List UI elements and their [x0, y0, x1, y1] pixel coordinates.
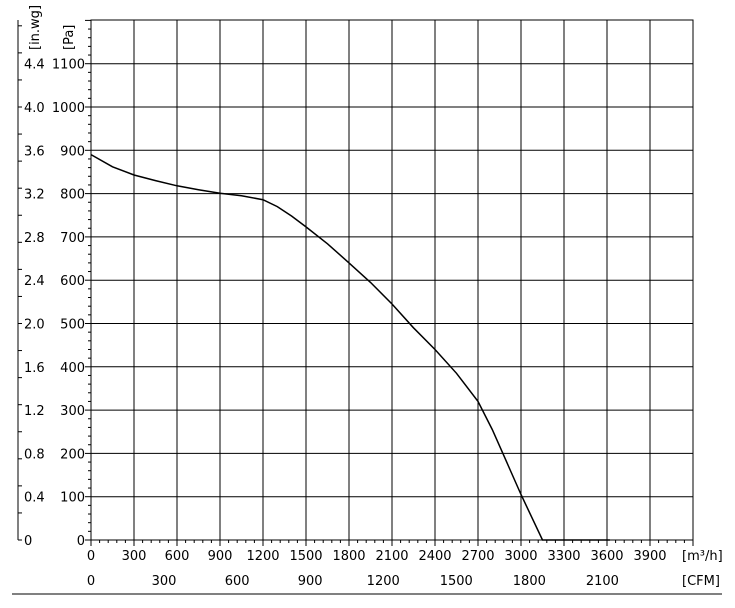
xtick-label-cfm: 1500	[440, 574, 473, 589]
ytick-label-pa: 200	[60, 447, 85, 462]
y-axis-label-inwg: [in.wg]	[28, 5, 43, 50]
ytick-label-inwg: 0.8	[24, 447, 45, 462]
axis-minor-ticks	[17, 19, 694, 546]
ytick-label-pa: 500	[60, 318, 85, 333]
ytick-label-pa: 600	[60, 274, 85, 289]
xtick-label-m3h: 3600	[590, 549, 623, 564]
ytick-label-inwg: 2.8	[24, 231, 45, 246]
xtick-label-cfm: 2100	[586, 574, 619, 589]
xtick-label-m3h: 600	[165, 549, 190, 564]
ytick-label-inwg: 3.2	[24, 188, 45, 203]
xtick-label-m3h: 1500	[289, 549, 322, 564]
ytick-label-inwg: 3.6	[24, 144, 45, 159]
ytick-label-pa: 0	[77, 534, 85, 549]
ytick-label-pa: 800	[60, 188, 85, 203]
ytick-label-inwg: 0.4	[24, 491, 45, 506]
xtick-label-cfm: 900	[298, 574, 323, 589]
xtick-label-cfm: 600	[225, 574, 250, 589]
ytick-label-inwg: 1.6	[24, 361, 45, 376]
ytick-label-pa: 300	[60, 404, 85, 419]
xtick-label-cfm: 0	[87, 574, 95, 589]
ytick-label-pa: 1100	[52, 58, 85, 73]
xtick-label-m3h: 1200	[246, 549, 279, 564]
xtick-label-m3h: 0	[87, 549, 95, 564]
x-tick-labels: 0 300 600 900 1200 1500 1800 2100 2400 2700 3000 33…	[87, 549, 667, 589]
y-tick-labels: 0 0 100 0.4 200 0.8 300 1.2 400 1.6 500 2.0 600 2.4 70…	[24, 58, 85, 549]
ytick-label-pa: 1000	[52, 101, 85, 116]
ytick-label-inwg: 4.4	[24, 58, 45, 73]
performance-curve	[90, 153, 610, 541]
x-axis-label-m3h: [m³/h]	[682, 549, 723, 564]
ytick-label-inwg: 1.2	[24, 404, 45, 419]
ytick-label-pa: 900	[60, 144, 85, 159]
xtick-label-m3h: 2400	[418, 549, 451, 564]
xtick-label-m3h: 3000	[504, 549, 537, 564]
xtick-label-m3h: 3900	[633, 549, 666, 564]
xtick-label-m3h: 900	[208, 549, 233, 564]
xtick-label-m3h: 2100	[375, 549, 408, 564]
x-axis-label-cfm: [CFM]	[682, 574, 720, 589]
xtick-label-m3h: 2700	[461, 549, 494, 564]
ytick-label-inwg: 0	[24, 534, 32, 549]
xtick-label-cfm: 1200	[367, 574, 400, 589]
ytick-label-inwg: 2.4	[24, 274, 45, 289]
xtick-label-m3h: 1800	[332, 549, 365, 564]
xtick-label-cfm: 1800	[513, 574, 546, 589]
ytick-label-pa: 100	[60, 491, 85, 506]
ytick-label-inwg: 2.0	[24, 318, 45, 333]
ytick-label-pa: 400	[60, 361, 85, 376]
xtick-label-m3h: 3300	[547, 549, 580, 564]
y-axis-label-pa: [Pa]	[62, 25, 77, 50]
ytick-label-pa: 700	[60, 231, 85, 246]
ytick-label-inwg: 4.0	[24, 101, 45, 116]
xtick-label-cfm: 300	[152, 574, 177, 589]
grid	[90, 19, 694, 541]
xtick-label-m3h: 300	[122, 549, 147, 564]
